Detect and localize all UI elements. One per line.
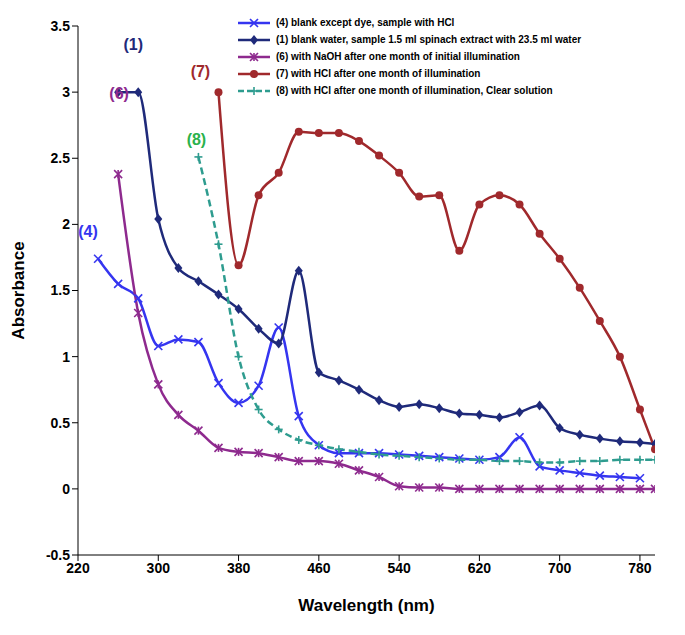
- svg-text:Wavelength (nm): Wavelength (nm): [298, 596, 434, 615]
- html-text:(8) with HCl after one month o: (8) with HCl after one month of illumina…: [276, 85, 553, 96]
- svg-text:700: 700: [548, 560, 572, 576]
- svg-text:-0.5: -0.5: [46, 547, 70, 563]
- svg-text:(6): (6): [109, 85, 129, 102]
- svg-text:780: 780: [628, 560, 652, 576]
- svg-text:620: 620: [468, 560, 492, 576]
- svg-text:3: 3: [62, 84, 70, 100]
- svg-text:220: 220: [66, 559, 90, 576]
- html-text:(6) with NaOH after one month: (6) with NaOH after one month of initial…: [276, 51, 520, 62]
- svg-text:1.5: 1.5: [51, 282, 71, 298]
- svg-text:3.5: 3.5: [51, 18, 71, 34]
- html-text:(7) with HCl after one month o: (7) with HCl after one month of illumina…: [276, 68, 481, 79]
- svg-text:Absorbance: Absorbance: [9, 241, 28, 339]
- svg-text:300: 300: [147, 560, 171, 576]
- svg-text:(1): (1): [123, 36, 143, 53]
- html-text:(1) blank water, sample 1.5 ml: (1) blank water, sample 1.5 ml spinach e…: [276, 34, 582, 45]
- svg-text:460: 460: [307, 560, 331, 576]
- html-text:(4) blank except dye, sample w: (4) blank except dye, sample with HCl: [276, 17, 455, 28]
- svg-text:2.5: 2.5: [51, 150, 71, 166]
- svg-text:(8): (8): [187, 131, 207, 148]
- svg-text:2: 2: [62, 216, 70, 232]
- svg-text:0.5: 0.5: [51, 415, 71, 431]
- svg-text:0: 0: [62, 481, 70, 497]
- svg-text:1: 1: [62, 349, 70, 365]
- svg-text:540: 540: [387, 560, 411, 576]
- svg-text:(7): (7): [191, 63, 211, 80]
- svg-text:(4): (4): [78, 223, 98, 240]
- svg-text:380: 380: [227, 560, 251, 576]
